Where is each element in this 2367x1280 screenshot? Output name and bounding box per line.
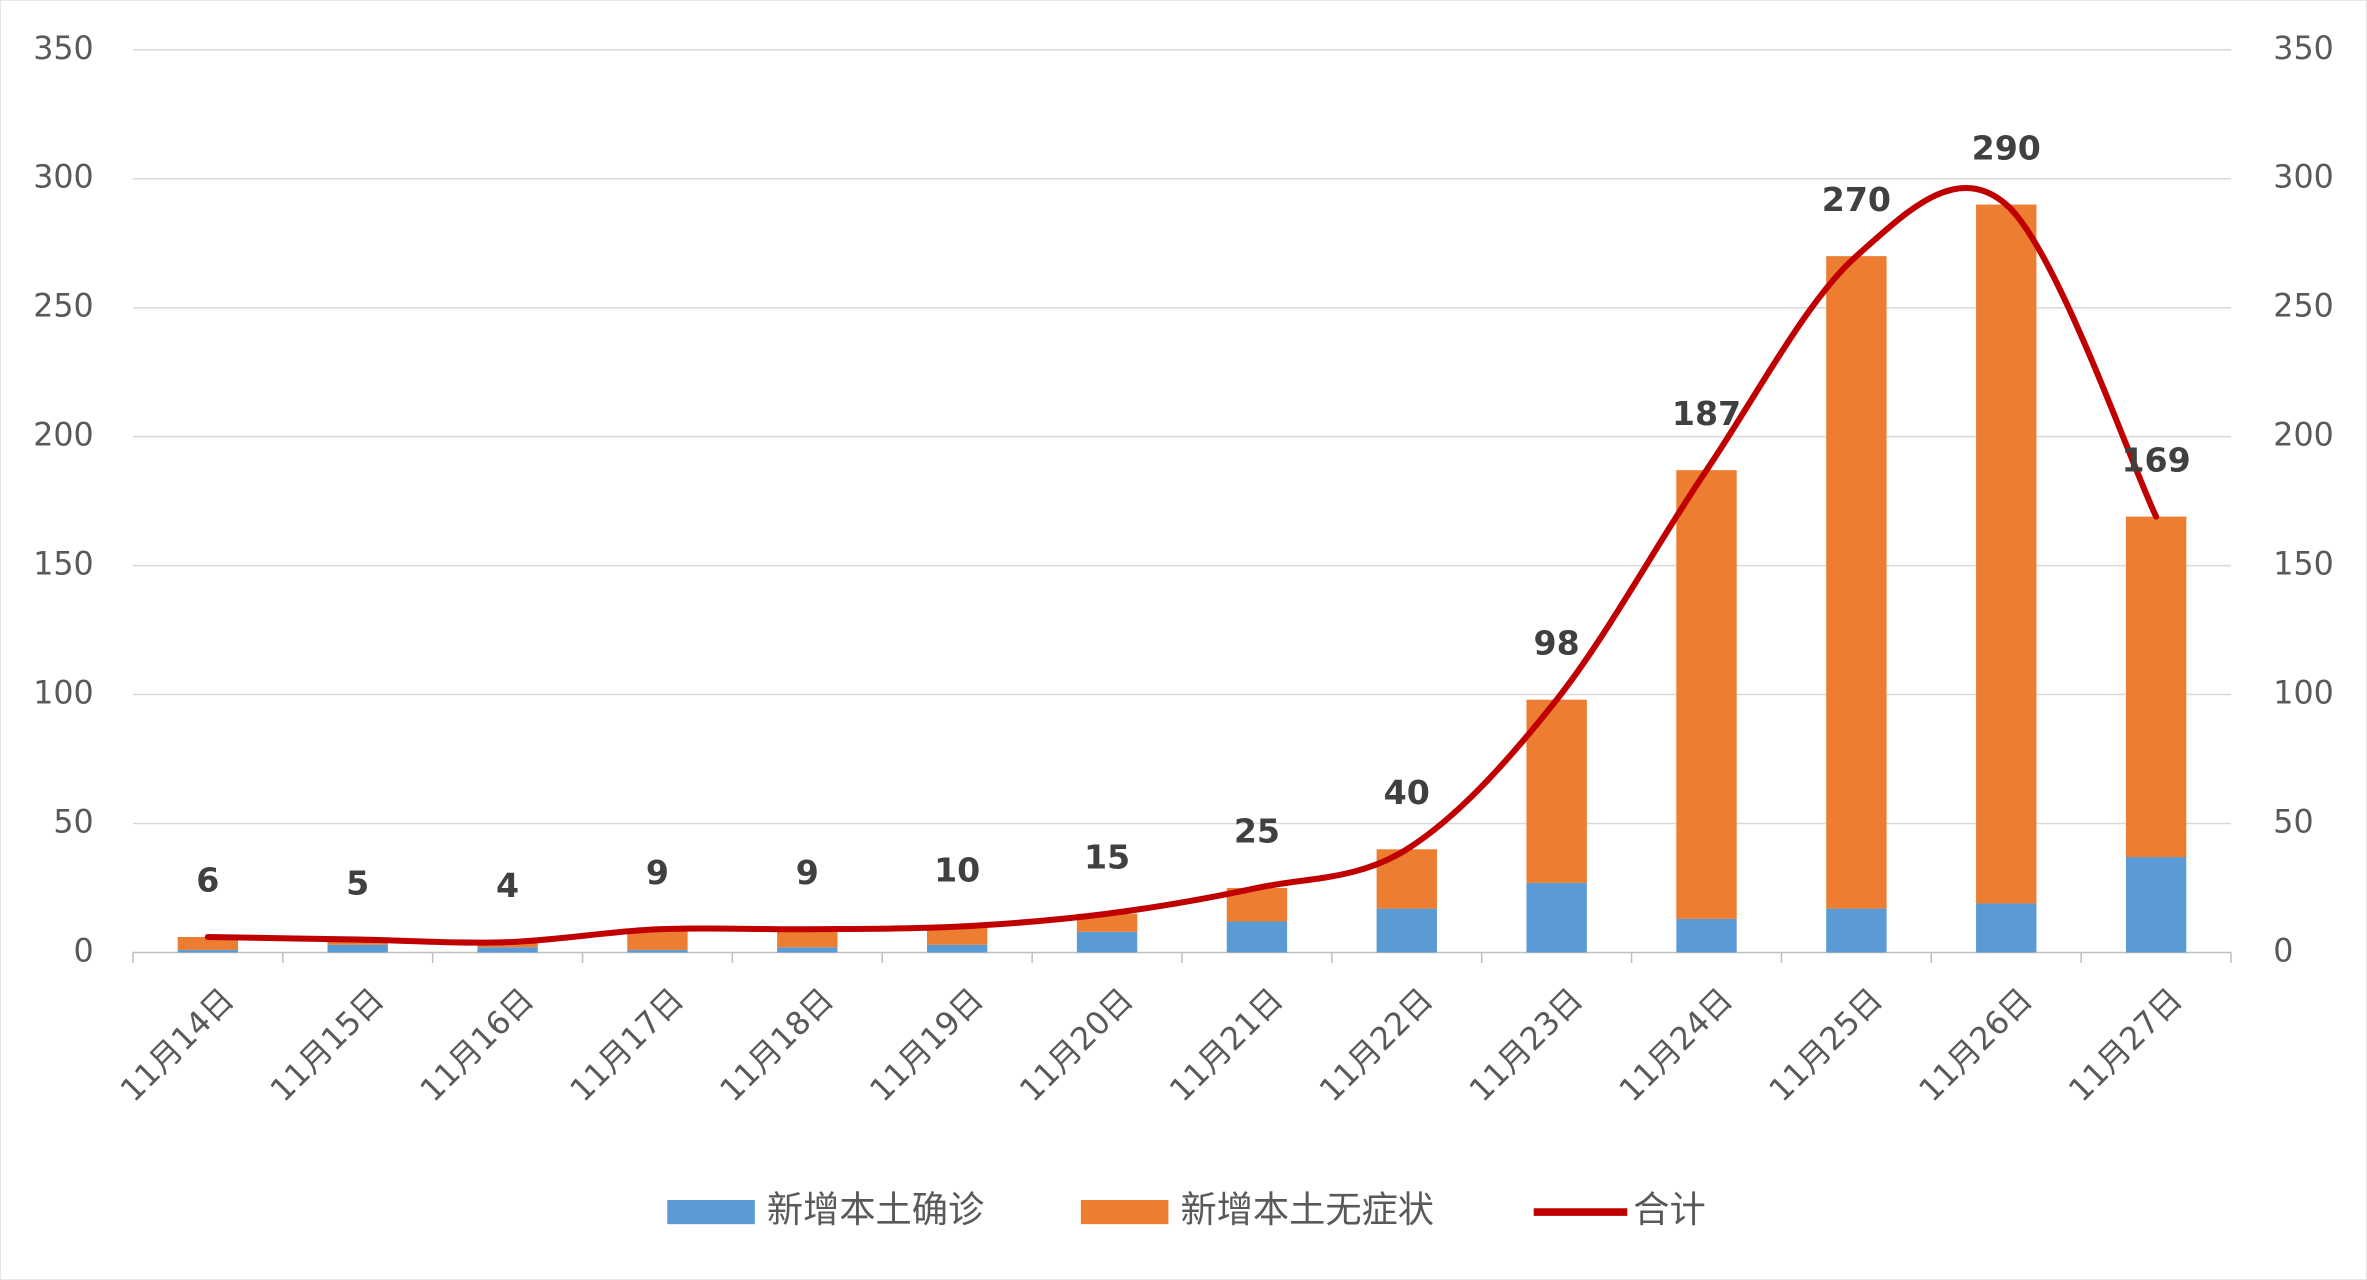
bar-segment: [2125, 516, 2187, 858]
data-label: 25: [1234, 812, 1280, 851]
total-line: [204, 184, 2160, 946]
y2-tick-label: 250: [2273, 289, 2333, 325]
y-tick-label: 200: [33, 418, 93, 454]
y-tick-label: 100: [33, 676, 93, 712]
y2-tick-label: 100: [2273, 676, 2333, 712]
bar-segment: [777, 947, 838, 953]
data-label: 98: [1534, 623, 1580, 662]
data-label: 187: [1672, 394, 1741, 433]
data-label: 15: [1084, 837, 1130, 876]
lines: [204, 184, 2160, 946]
bar-segment: [1376, 908, 1437, 953]
data-label: 169: [2121, 440, 2190, 479]
bar-segment: [627, 929, 688, 950]
bar-segment: [1226, 921, 1288, 953]
bars: [177, 204, 2187, 953]
legend-swatch: [667, 1200, 755, 1225]
bar-segment: [1976, 903, 2037, 953]
bar-segment: [1826, 256, 1887, 909]
bar-segment: [777, 929, 838, 948]
bar-segment: [627, 949, 688, 953]
y-tick-label: 50: [53, 805, 93, 841]
y-tick-label: 150: [33, 547, 93, 583]
y2-tick-label: 50: [2273, 805, 2313, 841]
bar-segment: [1526, 882, 1587, 953]
data-label: 6: [196, 861, 219, 900]
legend-label: 新增本土确诊: [767, 1188, 984, 1231]
y2-tick-label: 350: [2273, 31, 2333, 67]
y-tick-label: 300: [33, 160, 93, 196]
data-label: 4: [496, 866, 519, 905]
bar-segment: [1976, 204, 2037, 904]
bar-segment: [1676, 918, 1737, 953]
bar-segment: [477, 947, 538, 953]
data-label: 9: [646, 853, 669, 892]
data-label: 270: [1822, 180, 1891, 219]
bar-segment: [2125, 857, 2187, 953]
y2-tick-label: 150: [2273, 547, 2333, 583]
data-label: 40: [1384, 773, 1430, 812]
bar-segment: [927, 926, 988, 945]
bar-segment: [927, 944, 988, 953]
bar-segment: [327, 944, 388, 953]
y-tick-label: 350: [33, 31, 93, 67]
y-tick-label: 250: [33, 289, 93, 325]
y2-tick-label: 0: [2273, 933, 2293, 969]
legend-label: 合计: [1633, 1188, 1705, 1231]
bar-segment: [177, 949, 239, 953]
data-label: 290: [1972, 128, 2041, 167]
y-tick-label: 0: [74, 933, 94, 969]
bar-segment: [1676, 470, 1737, 919]
legend-swatch: [1080, 1200, 1169, 1225]
bar-segment: [1826, 908, 1887, 953]
bar-segment: [1076, 931, 1138, 953]
y2-tick-label: 300: [2273, 160, 2333, 196]
legend-label: 新增本土无症状: [1180, 1188, 1434, 1231]
data-label: 10: [934, 850, 980, 889]
y2-tick-label: 200: [2273, 418, 2333, 454]
data-label: 9: [796, 853, 819, 892]
bar-segment: [1526, 699, 1587, 883]
data-label: 5: [346, 863, 369, 902]
